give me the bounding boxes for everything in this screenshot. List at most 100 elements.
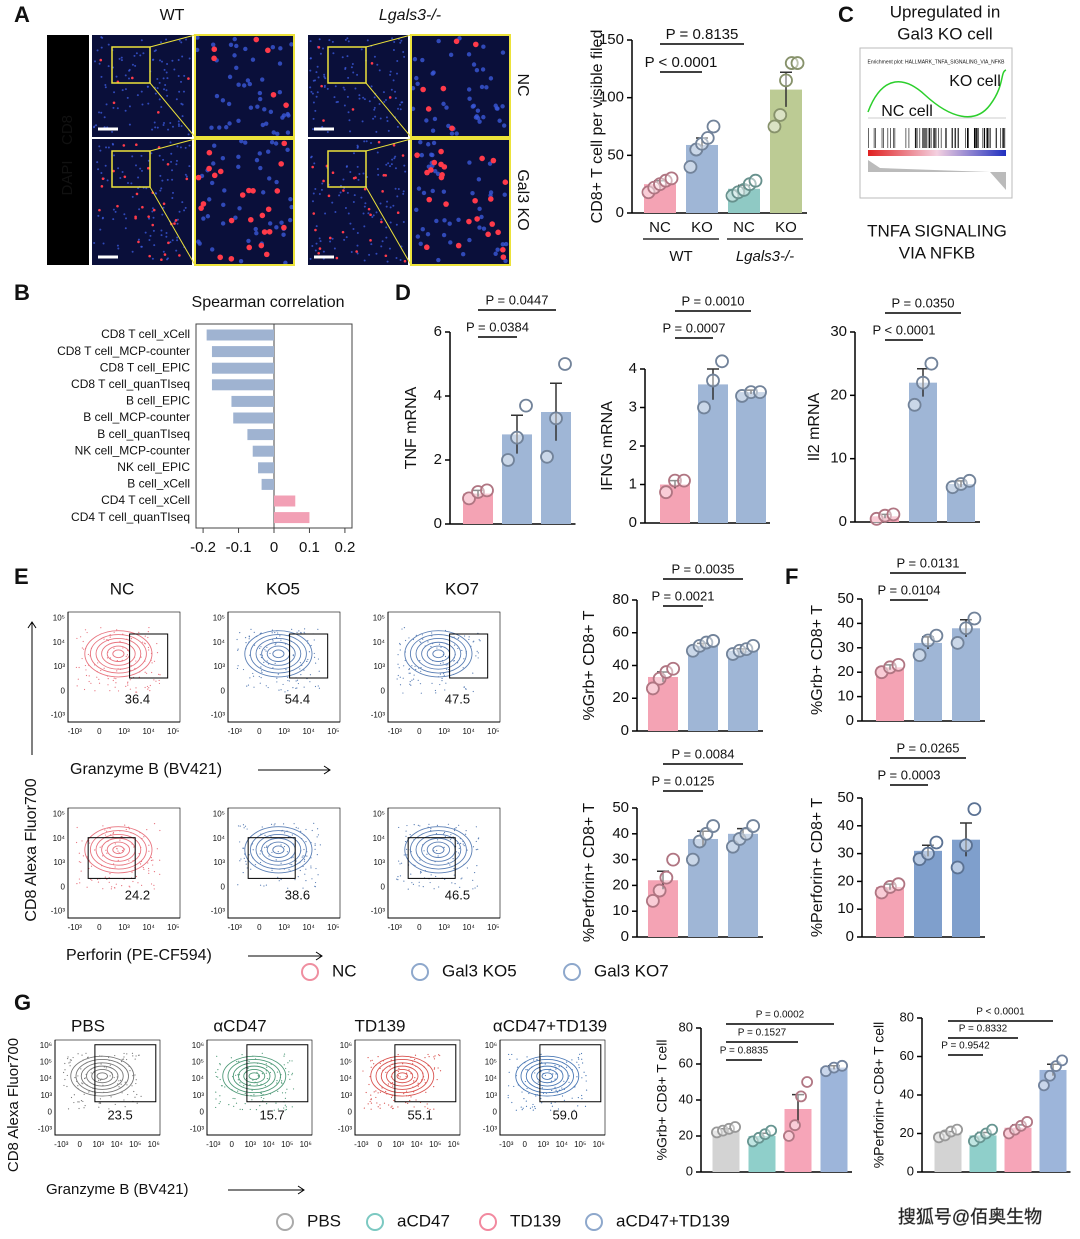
- event: [413, 1080, 415, 1082]
- event: [110, 1096, 112, 1098]
- cell: [343, 104, 346, 107]
- bar: [820, 1067, 848, 1172]
- flow-y-tick: 10³: [373, 858, 385, 867]
- event: [399, 863, 401, 865]
- cell: [217, 125, 222, 130]
- event: [151, 671, 153, 674]
- event: [440, 662, 442, 665]
- event: [310, 644, 312, 647]
- bar: [952, 628, 980, 721]
- cell: [389, 73, 392, 76]
- event: [248, 638, 250, 640]
- cell: [246, 187, 252, 194]
- event: [420, 871, 422, 873]
- event: [80, 1068, 82, 1070]
- event: [289, 1060, 291, 1062]
- event: [385, 1071, 387, 1073]
- cell: [243, 46, 248, 52]
- legend-label: NC: [332, 961, 357, 980]
- event: [147, 867, 150, 870]
- cell: [116, 107, 119, 110]
- event: [83, 1077, 86, 1080]
- event: [315, 662, 317, 664]
- cell: [380, 218, 383, 221]
- cell: [261, 190, 266, 195]
- flow-y-tick: -10³: [371, 711, 386, 720]
- data-point: [645, 681, 660, 696]
- event: [410, 873, 412, 875]
- flow-y-tick: 10⁴: [373, 834, 386, 843]
- data-point: [801, 1076, 814, 1088]
- event: [283, 1107, 285, 1109]
- event: [76, 637, 78, 640]
- contour: [106, 841, 131, 858]
- cell: [372, 214, 375, 217]
- cell: [151, 257, 154, 260]
- cell: [146, 85, 149, 88]
- event: [84, 664, 87, 667]
- data-point: [891, 877, 906, 892]
- cell: [419, 152, 425, 158]
- cell: [99, 149, 102, 152]
- cell: [162, 250, 165, 253]
- data-point: [1056, 1054, 1069, 1067]
- event: [307, 658, 309, 661]
- cell: [134, 164, 137, 167]
- event: [69, 1065, 71, 1067]
- event: [98, 1102, 100, 1104]
- event: [129, 688, 132, 690]
- y-tick-label: B cell_EPIC: [126, 394, 190, 408]
- event: [141, 884, 143, 886]
- data-point: [715, 354, 729, 369]
- cell: [182, 90, 185, 93]
- event: [309, 681, 311, 683]
- cell: [265, 47, 271, 54]
- event: [475, 840, 477, 843]
- data-point: [666, 661, 681, 676]
- event: [138, 1054, 140, 1056]
- event: [371, 1059, 373, 1061]
- gsea-title: Gal3 KO cell: [897, 24, 992, 43]
- event: [256, 1071, 258, 1073]
- cell: [147, 166, 150, 170]
- event: [457, 852, 460, 854]
- flow-y-tick: 0: [348, 1108, 353, 1117]
- event: [391, 1082, 394, 1084]
- event: [99, 1102, 101, 1104]
- flow-y-tick: -10³: [338, 1124, 353, 1133]
- data-point: [950, 860, 965, 875]
- event: [119, 1079, 122, 1081]
- data-point: [652, 883, 667, 898]
- cell: [260, 122, 266, 128]
- event: [156, 652, 159, 654]
- cell: [184, 146, 187, 149]
- y-tick-label: 40: [837, 817, 854, 834]
- cell: [339, 191, 342, 194]
- cell: [315, 242, 318, 245]
- event: [287, 690, 289, 692]
- event: [533, 1106, 536, 1108]
- gate: [246, 1044, 309, 1103]
- event: [391, 1105, 393, 1107]
- event: [132, 1075, 134, 1077]
- event: [236, 638, 238, 641]
- cell: [403, 55, 406, 58]
- event: [444, 655, 447, 658]
- rank-bar: [868, 150, 1006, 156]
- cell: [388, 96, 392, 99]
- event: [577, 1056, 579, 1059]
- flow-y-tick: -10³: [51, 907, 66, 916]
- y-axis-label: TNF mRNA: [403, 386, 420, 469]
- cell: [343, 88, 346, 91]
- event: [94, 690, 96, 692]
- cell: [112, 101, 116, 105]
- flow-x-tick: 0: [257, 727, 262, 736]
- data-point: [692, 638, 707, 653]
- y-tick-label: 0: [839, 513, 847, 530]
- event: [454, 883, 456, 885]
- cell: [467, 96, 472, 101]
- flow-y-tick: 0: [48, 1108, 53, 1117]
- cell: [345, 236, 348, 239]
- event: [147, 646, 150, 649]
- cell: [358, 94, 361, 97]
